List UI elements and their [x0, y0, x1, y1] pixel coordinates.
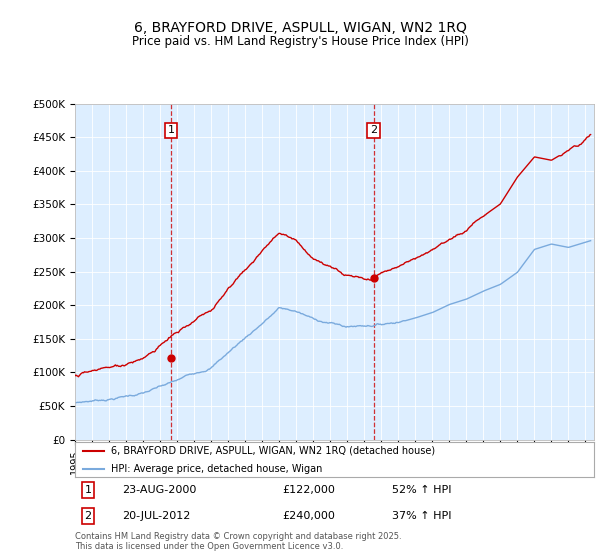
- Text: £122,000: £122,000: [283, 485, 335, 495]
- Text: 37% ↑ HPI: 37% ↑ HPI: [392, 511, 451, 521]
- Text: 6, BRAYFORD DRIVE, ASPULL, WIGAN, WN2 1RQ: 6, BRAYFORD DRIVE, ASPULL, WIGAN, WN2 1R…: [134, 21, 466, 35]
- Text: Contains HM Land Registry data © Crown copyright and database right 2025.
This d: Contains HM Land Registry data © Crown c…: [75, 532, 401, 552]
- Text: Price paid vs. HM Land Registry's House Price Index (HPI): Price paid vs. HM Land Registry's House …: [131, 35, 469, 48]
- Text: 1: 1: [167, 125, 175, 136]
- Text: 20-JUL-2012: 20-JUL-2012: [122, 511, 190, 521]
- Text: 1: 1: [85, 485, 91, 495]
- Text: 23-AUG-2000: 23-AUG-2000: [122, 485, 196, 495]
- Text: 2: 2: [370, 125, 377, 136]
- Text: £240,000: £240,000: [283, 511, 335, 521]
- Text: 6, BRAYFORD DRIVE, ASPULL, WIGAN, WN2 1RQ (detached house): 6, BRAYFORD DRIVE, ASPULL, WIGAN, WN2 1R…: [112, 446, 436, 456]
- Text: 2: 2: [85, 511, 92, 521]
- Text: 52% ↑ HPI: 52% ↑ HPI: [392, 485, 451, 495]
- Text: HPI: Average price, detached house, Wigan: HPI: Average price, detached house, Wiga…: [112, 464, 323, 474]
